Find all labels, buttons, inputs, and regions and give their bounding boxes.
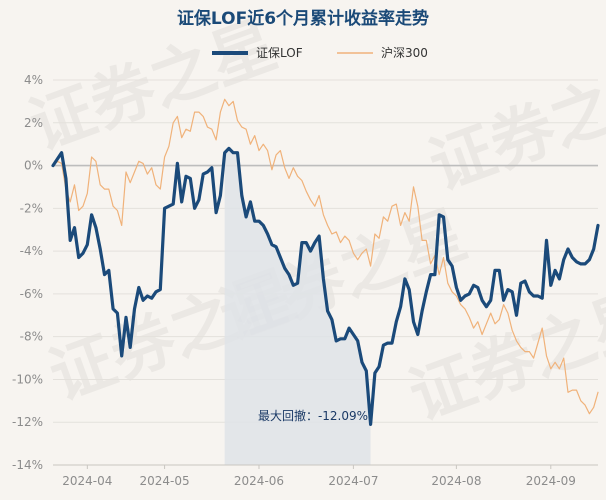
- series-line-index: [52, 98, 599, 415]
- x-tick-label: 2024-08: [431, 474, 481, 488]
- x-tick-label: 2024-04: [62, 474, 112, 488]
- y-tick-label: -8%: [20, 330, 43, 344]
- series-layer: [51, 98, 600, 426]
- y-tick-label: -14%: [12, 458, 43, 472]
- y-tick-label: -4%: [20, 244, 43, 258]
- legend-label-fund: 证保LOF: [256, 46, 303, 60]
- max-drawdown-area: [224, 148, 371, 465]
- series-line-fund: [51, 146, 600, 426]
- chart-title: 证保LOF近6个月累计收益率走势: [177, 8, 429, 29]
- legend: 证保LOF 沪深300: [212, 46, 428, 60]
- x-tick-label: 2024-05: [140, 474, 190, 488]
- y-tick-label: -6%: [20, 287, 43, 301]
- x-tick-label: 2024-07: [328, 474, 378, 488]
- y-tick-label: 4%: [24, 73, 43, 87]
- watermark-text: 证券之星: [20, 8, 286, 165]
- y-tick-label: -12%: [12, 415, 43, 429]
- max-drawdown-label: 最大回撤：-12.09%: [258, 408, 368, 423]
- y-tick-label: 2%: [24, 116, 43, 130]
- legend-label-index: 沪深300: [381, 46, 428, 60]
- watermark-text: 证券之星: [420, 48, 606, 205]
- y-tick-label: 0%: [24, 159, 43, 173]
- drawdown-layer: [224, 148, 371, 465]
- y-tick-label: -2%: [20, 201, 43, 215]
- axis-layer: 4% 2% 0% -2% -4% -6% -8% -10% -12% -14% 2024-04 202…: [12, 73, 598, 488]
- x-tick-label: 2024-06: [234, 474, 284, 488]
- x-tick-label: 2024-09: [526, 474, 576, 488]
- y-tick-label: -10%: [12, 372, 43, 386]
